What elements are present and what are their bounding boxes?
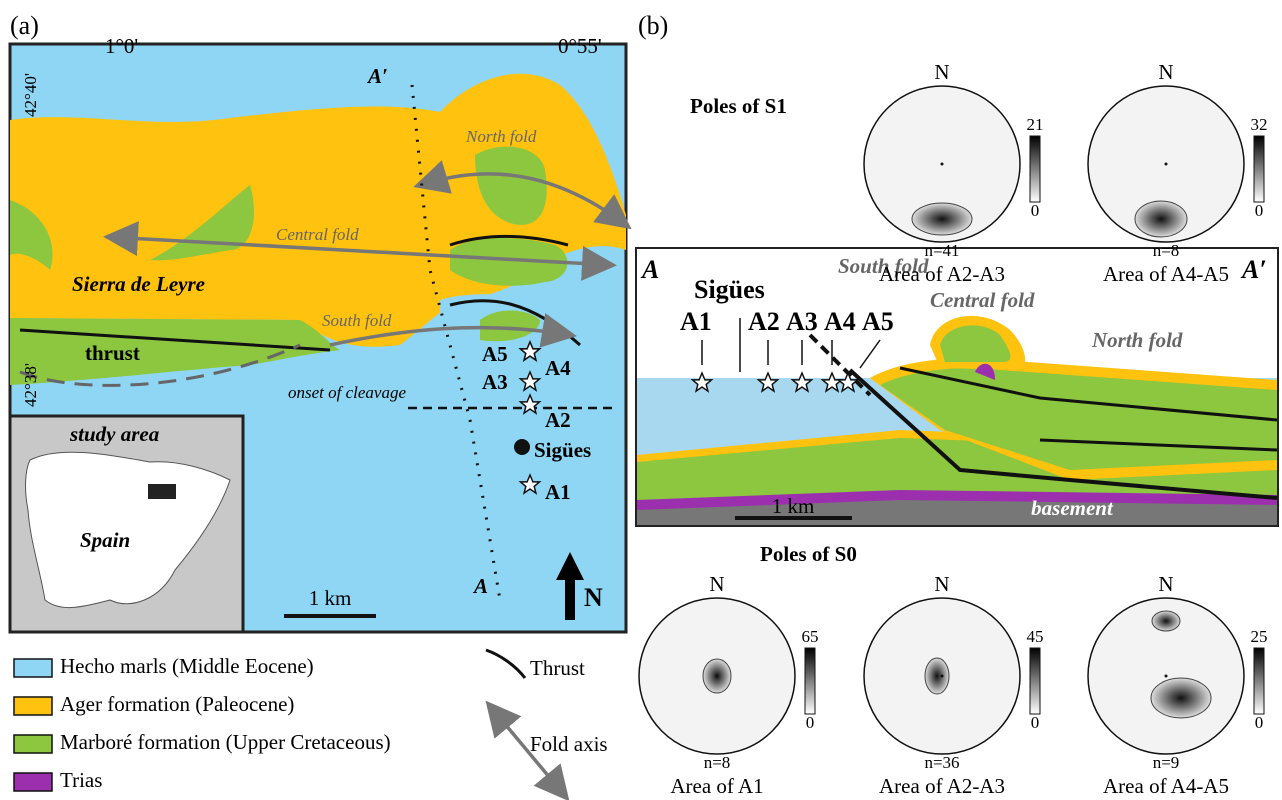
count-label: n=36	[924, 753, 959, 772]
legend-label: Ager formation (Paleocene)	[60, 692, 294, 716]
village-label: Sigües	[534, 438, 591, 462]
center-dot	[941, 675, 944, 678]
longitude-label: 1°0'	[105, 34, 138, 58]
cross-section: A A′ South fold Central fold North fold …	[636, 248, 1278, 526]
legend-swatch	[14, 735, 52, 753]
section-end: A′	[366, 64, 388, 88]
center-dot	[1165, 163, 1168, 166]
site-label: A4	[545, 356, 571, 380]
area-label: Area of A4-A5	[1103, 774, 1229, 798]
area-label: Area of A4-A5	[1103, 262, 1229, 286]
colorbar	[1254, 648, 1264, 714]
site-label: A5	[482, 342, 508, 366]
basement-label: basement	[1031, 496, 1114, 520]
section-end: A′	[1240, 255, 1267, 284]
area-label: Area of A2-A3	[879, 774, 1005, 798]
colorbar	[805, 648, 815, 714]
site-label: A2	[748, 307, 780, 336]
fold-label: Central fold	[276, 225, 359, 244]
colorbar-min: 0	[806, 713, 815, 732]
stereonet-title: Poles of S0	[760, 542, 857, 566]
site-label: A5	[862, 307, 894, 336]
north-label: N	[934, 60, 949, 84]
colorbar-max: 32	[1251, 115, 1268, 134]
legend-label: Hecho marls (Middle Eocene)	[60, 654, 314, 678]
center-dot	[1165, 675, 1168, 678]
fold-label: South fold	[322, 311, 392, 330]
figure: (a) 1°0' 0°55' 42°40' 42°38' A′ A North …	[0, 0, 1282, 800]
legend-label: Trias	[60, 768, 102, 792]
north-label: N	[934, 572, 949, 596]
colorbar-max: 65	[802, 627, 819, 646]
village-label: Sigües	[694, 275, 765, 304]
legend-label: Marboré formation (Upper Cretaceous)	[60, 730, 391, 754]
inset-label: Spain	[80, 528, 130, 552]
center-dot	[941, 163, 944, 166]
colorbar-min: 0	[1031, 201, 1040, 220]
latitude-label: 42°38'	[21, 363, 40, 407]
colorbar-min: 0	[1255, 713, 1264, 732]
north-label: N	[584, 583, 603, 612]
fold-label: North fold	[1091, 328, 1183, 352]
area-label: Area of A1	[670, 774, 763, 798]
north-label: N	[709, 572, 724, 596]
colorbar-min: 0	[1255, 201, 1264, 220]
stereonet-title: Poles of S1	[690, 94, 787, 118]
panel-label: (a)	[10, 11, 39, 40]
north-label: N	[1158, 60, 1173, 84]
density-contour	[925, 658, 949, 694]
section-end: A	[640, 255, 659, 284]
onset-label: onset of cleavage	[288, 383, 406, 402]
legend-label: Fold axis	[530, 732, 608, 756]
fold-label: Central fold	[930, 288, 1035, 312]
area-label: Area of A2-A3	[879, 262, 1005, 286]
count-label: n=9	[1153, 753, 1180, 772]
colorbar	[1030, 136, 1040, 202]
site-label: A2	[545, 408, 571, 432]
site-label: A3	[786, 307, 818, 336]
panel-label: (b)	[638, 11, 668, 40]
colorbar	[1030, 648, 1040, 714]
colorbar-max: 21	[1027, 115, 1044, 134]
density-contour	[1135, 201, 1187, 237]
site-label: A1	[545, 480, 571, 504]
density-contour	[1152, 611, 1180, 631]
thrust-label: thrust	[85, 341, 140, 365]
density-contour	[912, 203, 972, 235]
site-label: A4	[824, 307, 856, 336]
count-label: n=8	[1153, 241, 1180, 260]
count-label: n=8	[704, 753, 731, 772]
scale-label: 1 km	[772, 494, 815, 518]
legend-swatch	[14, 773, 52, 791]
section-end: A	[472, 574, 488, 598]
center-dot	[716, 675, 719, 678]
colorbar	[1254, 136, 1264, 202]
density-contour	[1151, 678, 1211, 718]
colorbar-min: 0	[1031, 713, 1040, 732]
legend-swatch	[14, 659, 52, 677]
place-label: Sierra de Leyre	[72, 272, 205, 296]
map: 1°0' 0°55' 42°40' 42°38' A′ A North fold…	[10, 34, 626, 632]
fold-label: North fold	[465, 127, 537, 146]
count-label: n=41	[924, 241, 959, 260]
colorbar-max: 25	[1251, 627, 1268, 646]
inset-map: study area Spain	[10, 416, 243, 632]
inset-label: study area	[69, 422, 159, 446]
legend-label: Thrust	[530, 656, 585, 680]
site-label: A3	[482, 370, 508, 394]
site-label: A1	[680, 307, 712, 336]
north-label: N	[1158, 572, 1173, 596]
scale-label: 1 km	[309, 586, 352, 610]
legend-swatch	[14, 697, 52, 715]
colorbar-max: 45	[1027, 627, 1044, 646]
legend: Thrust Fold axis Hecho marls (Middle Eoc…	[14, 650, 608, 796]
longitude-label: 0°55'	[558, 34, 602, 58]
latitude-label: 42°40'	[21, 73, 40, 117]
